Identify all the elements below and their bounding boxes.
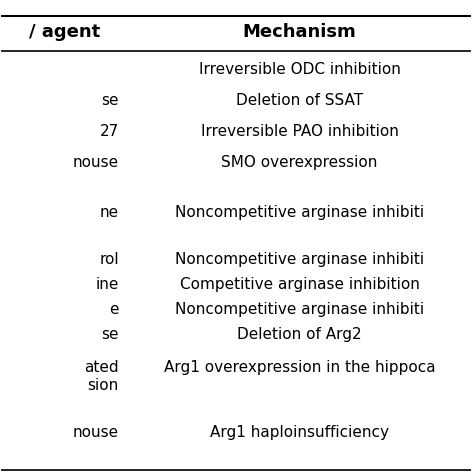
Text: Noncompetitive arginase inhibiti: Noncompetitive arginase inhibiti (175, 252, 424, 267)
Text: se: se (101, 328, 119, 343)
Text: Arg1 haploinsufficiency: Arg1 haploinsufficiency (210, 426, 389, 440)
Text: Arg1 overexpression in the hippoca: Arg1 overexpression in the hippoca (164, 360, 435, 375)
Text: Noncompetitive arginase inhibiti: Noncompetitive arginase inhibiti (175, 205, 424, 220)
Text: Deletion of Arg2: Deletion of Arg2 (237, 328, 362, 343)
Text: / agent: / agent (29, 23, 100, 41)
Text: e: e (109, 302, 119, 317)
Text: se: se (101, 93, 119, 108)
Text: SMO overexpression: SMO overexpression (221, 155, 378, 171)
Text: nouse: nouse (73, 155, 119, 171)
Text: ine: ine (95, 277, 119, 292)
Text: nouse: nouse (73, 426, 119, 440)
Text: Competitive arginase inhibition: Competitive arginase inhibition (180, 277, 419, 292)
Text: Irreversible ODC inhibition: Irreversible ODC inhibition (199, 62, 401, 77)
Text: ated
sion: ated sion (84, 360, 119, 393)
Text: 27: 27 (100, 124, 119, 139)
Text: Mechanism: Mechanism (243, 23, 356, 41)
Text: Deletion of SSAT: Deletion of SSAT (236, 93, 363, 108)
Text: Irreversible PAO inhibition: Irreversible PAO inhibition (201, 124, 399, 139)
Text: ne: ne (100, 205, 119, 220)
Text: rol: rol (99, 252, 119, 267)
Text: Noncompetitive arginase inhibiti: Noncompetitive arginase inhibiti (175, 302, 424, 317)
